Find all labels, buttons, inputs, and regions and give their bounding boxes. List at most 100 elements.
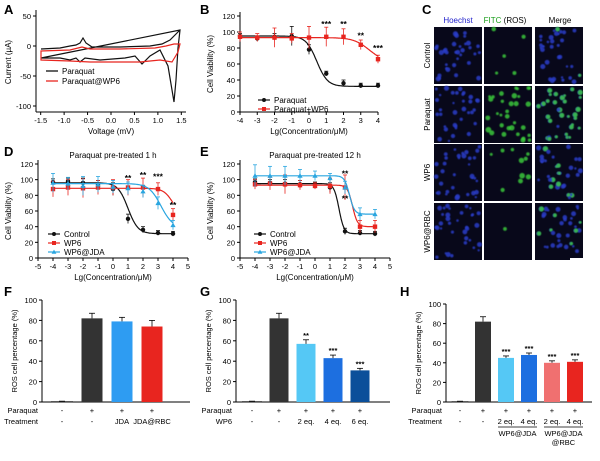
nucleus: [445, 192, 448, 196]
panel-a-xtick: 1.5: [176, 116, 186, 125]
ytick-label: 40: [433, 359, 441, 368]
nucleus: [472, 156, 477, 160]
nucleus: [454, 73, 459, 78]
xtick-label: 0: [313, 262, 317, 271]
nucleus: [475, 98, 480, 103]
nucleus: [565, 65, 569, 68]
ros-signal: [578, 221, 582, 224]
legend-marker: [262, 98, 266, 102]
data-point: [341, 34, 346, 39]
data-point: [324, 34, 329, 39]
nucleus: [575, 172, 580, 177]
significance-mark: **: [170, 200, 177, 210]
data-point: [375, 57, 381, 62]
xtick-label: -5: [35, 262, 42, 271]
significance-mark: **: [125, 173, 132, 183]
chart-title: Paraquat pre-treated 12 h: [269, 151, 361, 160]
ros-signal: [518, 178, 523, 184]
nucleus: [555, 206, 561, 212]
data-point: [327, 183, 333, 189]
nucleus: [444, 252, 448, 255]
ros-signal: [552, 213, 557, 218]
ros-signal: [563, 94, 567, 97]
bar: [81, 318, 103, 402]
data-point: [358, 42, 363, 47]
significance-mark: **: [342, 169, 349, 179]
nucleus: [439, 227, 443, 230]
panel-e: E Paraquat pre-treated 12 h02040608010012…: [200, 144, 392, 282]
ros-signal: [578, 95, 582, 99]
panel-a-xlabel: Voltage (mV): [88, 127, 135, 136]
nucleus: [477, 51, 481, 55]
data-point: [170, 222, 176, 228]
nucleus: [466, 192, 470, 197]
ytick-label: 20: [433, 378, 441, 387]
nucleus: [444, 156, 448, 160]
ros-signal: [541, 101, 546, 107]
data-point: [375, 83, 381, 88]
nucleus: [443, 127, 449, 132]
nucleus: [438, 112, 443, 117]
data-point: [125, 216, 131, 222]
nucleus: [454, 33, 459, 38]
ytick-label: 60: [25, 207, 33, 216]
significance-mark: ***: [153, 172, 164, 182]
panel-a-ytick: 0: [27, 42, 31, 51]
nucleus: [560, 76, 564, 79]
nucleus: [447, 139, 451, 143]
nucleus: [467, 156, 472, 161]
nucleus: [441, 212, 445, 216]
nucleus: [544, 59, 550, 65]
panel-b: B 0 20 40 60 80 100 120 -4 -3 -2 -1 0 1 2 3 4 Cell Viabil…: [200, 2, 384, 136]
data-point: [327, 175, 333, 181]
ytick-label: 20: [29, 378, 37, 387]
nucleus: [437, 205, 443, 211]
panel-a-xtick: 0.0: [106, 116, 116, 125]
row1-label: Paraquat: [202, 406, 233, 415]
ytick-label: 20: [25, 238, 33, 247]
nucleus: [447, 221, 452, 225]
nucleus: [541, 211, 547, 217]
nucleus: [568, 76, 572, 80]
ros-signal: [489, 152, 493, 156]
xtick-label: -3: [254, 116, 261, 125]
micrograph-1-2: [535, 86, 583, 143]
nucleus: [434, 87, 438, 91]
ros-signal: [570, 87, 575, 92]
panel-c-row-label: WP6: [423, 163, 432, 181]
ros-signal: [500, 99, 505, 103]
row2-value: 2 eq.: [544, 417, 561, 426]
micrograph-bg: [484, 203, 532, 260]
nucleus: [445, 216, 451, 222]
ytick-label: 20: [227, 238, 235, 247]
nucleus: [434, 161, 439, 167]
row2-value: 4 eq.: [567, 417, 584, 426]
nucleus: [435, 191, 439, 195]
panel-g: G 0 20 40 60 80 100 ROS cell percentage (%) - - + -…: [200, 284, 390, 426]
nucleus: [438, 93, 442, 97]
significance-mark: **: [303, 331, 309, 340]
nucleus: [466, 60, 471, 65]
ytick-label: 100: [222, 176, 235, 185]
nucleus: [443, 152, 448, 157]
row1-value: +: [331, 406, 336, 415]
scale-bar: [570, 258, 586, 261]
ros-signal: [504, 114, 510, 119]
significance-mark: ***: [502, 347, 511, 356]
ytick-label: 0: [231, 254, 235, 263]
nucleus: [476, 75, 482, 81]
nucleus: [470, 110, 474, 115]
nucleus: [557, 239, 561, 243]
xtick-label: 3: [156, 262, 160, 271]
ros-signal: [525, 174, 532, 180]
significance-mark: ***: [321, 19, 332, 29]
ytick-label: 80: [25, 191, 33, 200]
nucleus: [452, 109, 458, 115]
panel-c: C Hoechst FITC (ROS) Merge Control Paraqu…: [422, 2, 586, 261]
data-point: [341, 81, 346, 86]
panel-h: H 0 20 40 60 80 100 ROS cell percentage (%) - - + -…: [400, 284, 592, 447]
xtick-label: -1: [288, 116, 295, 125]
row1-value: +: [481, 406, 486, 415]
nucleus: [444, 63, 448, 67]
